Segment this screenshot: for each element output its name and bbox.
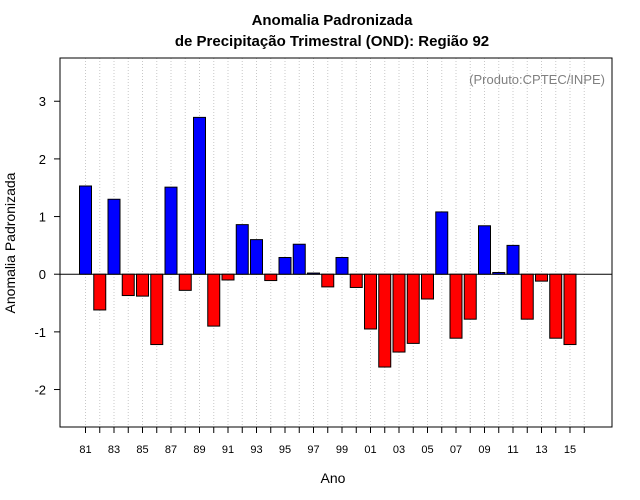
y-tick-label: 1 xyxy=(39,210,46,225)
chart-title-line2: de Precipitação Trimestral (OND): Região… xyxy=(175,33,489,50)
bar-05: 05: -0.43 xyxy=(421,273,434,300)
bar-10: 10: 0.03 xyxy=(492,271,506,275)
x-tick-label: 01 xyxy=(364,444,376,456)
bar-00: 00: -0.23 xyxy=(349,273,363,288)
y-axis: -2 -1 0 1 2 3 xyxy=(34,94,60,398)
bar-93: 93: 0.6 xyxy=(250,239,263,275)
bar-81: 81: 1.53 xyxy=(79,185,92,275)
x-tick-label: 09 xyxy=(478,444,490,456)
x-tick-label: 95 xyxy=(279,444,291,456)
x-tick-label: 05 xyxy=(421,444,433,456)
bar-83: 83: 1.3 xyxy=(107,198,121,275)
y-axis-label: Anomalia Padronizada xyxy=(2,172,18,313)
y-tick-label: 0 xyxy=(39,267,46,282)
bar-87: 87: 1.51 xyxy=(164,186,178,275)
bar-04: 04: -1.2 xyxy=(406,273,420,344)
x-tick-label: 83 xyxy=(108,444,120,456)
x-tick-label: 85 xyxy=(136,444,148,456)
bar-09: 09: 0.84 xyxy=(478,225,491,275)
x-tick-label: 07 xyxy=(450,444,462,456)
bar-97: 97: 0.02 xyxy=(307,272,320,275)
bar-98: 98: -0.22 xyxy=(321,273,335,288)
plot-frame xyxy=(59,57,613,428)
bar-94: 94: -0.11 xyxy=(264,273,278,282)
bar-12: 12: -0.78 xyxy=(520,273,534,320)
bar-86: 86: -1.22 xyxy=(150,273,164,346)
x-tick-label: 93 xyxy=(250,444,262,456)
x-tick-label: 99 xyxy=(336,444,348,456)
x-axis-label: Ano xyxy=(321,470,346,486)
x-tick-label: 97 xyxy=(307,444,319,456)
y-tick-label: -1 xyxy=(34,325,46,340)
bar-89: 89: 2.72 xyxy=(193,116,206,275)
bar-96: 96: 0.52 xyxy=(292,243,306,275)
x-tick-label: 89 xyxy=(193,444,205,456)
x-tick-label: 91 xyxy=(222,444,234,456)
bar-01: 01: -0.95 xyxy=(364,273,377,330)
bar-91: 91: -0.1 xyxy=(221,273,235,281)
bar-03: 03: -1.35 xyxy=(392,273,406,353)
bar-06: 06: 1.08 xyxy=(435,211,449,275)
y-tick-label: 2 xyxy=(39,152,46,167)
x-tick-label: 87 xyxy=(165,444,177,456)
bar-07: 07: -1.11 xyxy=(449,273,463,339)
x-axis: 81 83 85 87 89 91 93 95 97 99 01 03 05 07 09 11 13 15 xyxy=(79,427,585,456)
bar-85: 85: -0.38 xyxy=(136,273,149,297)
x-tick-label: 11 xyxy=(507,444,518,456)
x-tick-label: 03 xyxy=(393,444,405,456)
bar-82: 82: -0.62 xyxy=(93,273,107,311)
credit-label: (Produto:CPTEC/INPE) xyxy=(469,72,605,87)
bar-88: 88: -0.28 xyxy=(178,273,192,291)
bar-02: 02: -1.61 xyxy=(378,273,392,368)
bar-15: 15: -1.22 xyxy=(563,273,577,346)
x-tick-label: 81 xyxy=(79,444,91,456)
bar-90: 90: -0.9 xyxy=(207,273,221,327)
bar-13: 13: -0.12 xyxy=(535,273,548,282)
bar-08: 08: -0.78 xyxy=(463,273,477,320)
x-tick-label: 15 xyxy=(564,444,576,456)
gridlines xyxy=(85,58,585,427)
bar-92: 92: 0.86 xyxy=(235,224,249,275)
bar-14: 14: -1.11 xyxy=(549,273,563,339)
bar-11: 11: 0.5 xyxy=(506,244,520,275)
bar-99: 99: 0.29 xyxy=(335,256,349,275)
chart-title-line1: Anomalia Padronizada xyxy=(252,12,414,29)
bar-84: 84: -0.37 xyxy=(121,273,135,297)
y-tick-label: -2 xyxy=(34,383,46,398)
x-tick-label: 13 xyxy=(535,444,547,456)
bar-95: 95: 0.29 xyxy=(278,256,292,275)
bars: 81: 1.5382: -0.6283: 1.384: -0.3785: -0.… xyxy=(79,116,577,368)
y-tick-label: 3 xyxy=(39,94,46,109)
